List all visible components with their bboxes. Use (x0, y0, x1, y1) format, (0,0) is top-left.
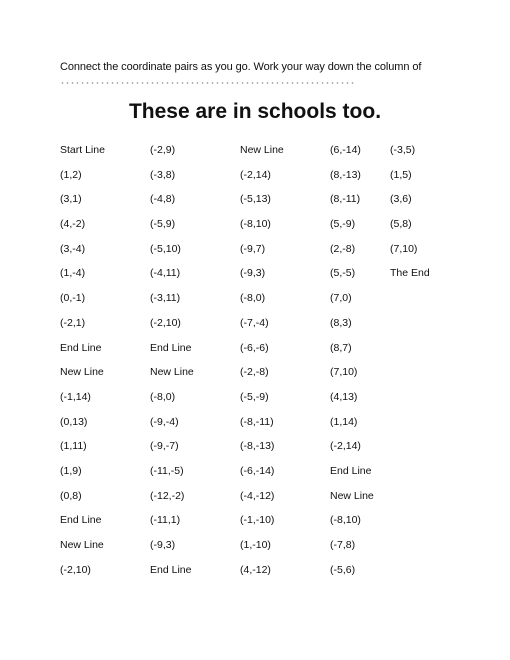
list-item: New Line (60, 539, 104, 551)
list-item: (-2,1) (60, 316, 86, 329)
list-item: (4,-12) (240, 563, 271, 576)
list-item: End Line (60, 341, 102, 354)
column-3: New Line (-2,14) (-5,13) (-8,10) (-9,7) … (240, 143, 284, 587)
list-item: (-9,3) (240, 267, 266, 280)
list-item: (3,-4) (60, 242, 86, 255)
list-item: (-5,10) (150, 242, 181, 255)
list-item: (7,0) (330, 292, 352, 305)
list-item: (8,3) (330, 316, 352, 329)
list-item: (-5,6) (330, 563, 356, 576)
list-item: (1,5) (390, 168, 412, 181)
list-item: (4,13) (330, 390, 358, 403)
list-item: (1,14) (330, 415, 358, 428)
list-item: (-5,13) (240, 193, 271, 206)
list-item: (1,-4) (60, 267, 86, 280)
list-item: (5,8) (390, 218, 412, 231)
list-item: (-12,-2) (150, 489, 185, 502)
list-item: (-2,10) (150, 316, 181, 329)
list-item: (3,1) (60, 193, 82, 206)
list-item: (-9,-7) (150, 440, 179, 453)
dotted-separator (60, 81, 355, 85)
list-item: (-8,10) (330, 514, 361, 527)
list-item: (-4,11) (150, 267, 181, 280)
list-item: New Line (330, 489, 374, 502)
list-item: (7,10) (330, 366, 358, 379)
column-1: Start Line (1,2) (3,1) (4,-2) (3,-4) (1,… (60, 143, 105, 587)
list-item: (-7,-4) (240, 316, 269, 329)
list-item: (-2,-8) (240, 366, 269, 379)
list-item: (1,-10) (240, 539, 271, 551)
list-item: (-8,0) (150, 390, 176, 403)
list-item: (1,11) (60, 440, 87, 453)
column-2: (-2,9) (-3,8) (-4,8) (-5,9) (-5,10) (-4,… (150, 143, 194, 587)
list-item: (0,-1) (60, 292, 86, 305)
list-item: (-6,-6) (240, 341, 269, 354)
list-item: New Line (150, 366, 194, 379)
list-item: (3,6) (390, 193, 412, 206)
list-item: (2,-8) (330, 242, 356, 255)
list-item: (-1,14) (60, 390, 91, 403)
list-item: New Line (60, 366, 104, 379)
list-item: (8,-11) (330, 193, 361, 206)
list-item: (-2,10) (60, 563, 91, 576)
column-4: (6,-14) (8,-13) (8,-11) (5,-9) (2,-8) (5… (330, 143, 374, 587)
instructions-text: Connect the coordinate pairs as you go. … (60, 61, 422, 73)
list-item: (-4,-12) (240, 489, 275, 502)
list-item: (-1,-10) (240, 514, 275, 527)
list-item: (4,-2) (60, 218, 86, 231)
list-item: (-2,14) (330, 440, 361, 453)
list-item: (1,2) (60, 168, 82, 181)
list-item: (8,7) (330, 341, 352, 354)
page-title: These are in schools too. (128, 100, 382, 123)
list-item: (-3,8) (150, 168, 176, 181)
list-item: (-5,-9) (240, 390, 269, 403)
list-item: New Line (240, 144, 284, 156)
list-item: Start Line (60, 144, 105, 156)
list-item: (0,8) (60, 489, 82, 502)
list-item: (-11,-5) (150, 464, 184, 477)
list-item: (-9,-4) (150, 415, 179, 428)
list-item: (1,9) (60, 464, 82, 477)
list-item: End Line (150, 563, 192, 576)
list-item: (-8,-11) (240, 415, 274, 428)
list-item: (-3,11) (150, 292, 181, 305)
list-item: End Line (150, 341, 192, 354)
list-item: (-4,8) (150, 193, 176, 206)
list-item: (-2,9) (150, 144, 176, 156)
list-item: (-9,3) (150, 539, 176, 551)
list-item: (-7,8) (330, 539, 356, 551)
list-item: The End (390, 267, 430, 280)
list-item: (5,-9) (330, 218, 356, 231)
list-item: (-11,1) (150, 514, 181, 527)
list-item: (8,-13) (330, 168, 361, 181)
list-item: (-6,-14) (240, 464, 275, 477)
list-item: (5,-5) (330, 267, 356, 280)
list-item: (-3,5) (390, 144, 416, 156)
list-item: (6,-14) (330, 144, 361, 156)
list-item: (-5,9) (150, 218, 176, 231)
column-5: (-3,5) (1,5) (3,6) (5,8) (7,10) The End (390, 143, 430, 291)
list-item: (-9,7) (240, 242, 266, 255)
list-item: (-8,-13) (240, 440, 275, 453)
list-item: End Line (60, 514, 102, 527)
list-item: (-8,10) (240, 218, 271, 231)
list-item: (7,10) (390, 242, 418, 255)
list-item: End Line (330, 464, 372, 477)
list-item: (0,13) (60, 415, 88, 428)
list-item: (-8,0) (240, 292, 266, 305)
list-item: (-2,14) (240, 168, 271, 181)
